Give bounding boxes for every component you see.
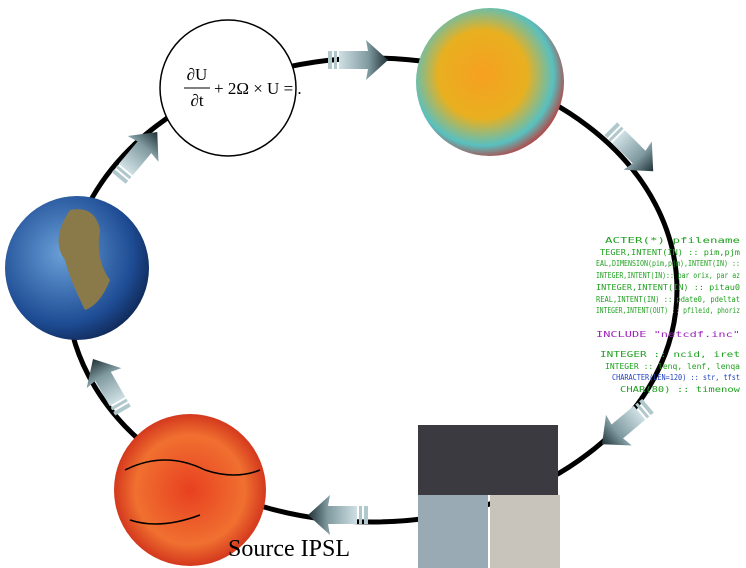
model-globe [416, 8, 564, 156]
storage-image [418, 495, 488, 568]
code-line: INTEGER,INTENT(OUT) :: pfileid, phoriz [596, 306, 740, 315]
coastline [124, 459, 261, 525]
arrow [103, 119, 173, 191]
result-globe [114, 414, 266, 566]
code-line: CHAR(80) :: timenow [620, 385, 741, 394]
equation-numerator: ∂U [187, 65, 208, 84]
equation-circle [159, 19, 297, 157]
continent [58, 209, 110, 310]
supercomputer-image [418, 425, 558, 495]
code-line: INTEGER,INTENT(IN):: par orix, par az [596, 271, 740, 280]
code-line: EAL,DIMENSION(pim,pjm),INTENT(IN) :: [596, 259, 740, 268]
code-line: TEGER,INTENT(IN) :: pim,pjm [600, 248, 741, 257]
arrow [328, 40, 388, 80]
code-line: INTEGER,INTENT(IN) :: pitau0 [596, 283, 741, 292]
arrow [589, 390, 661, 460]
arrow [308, 495, 368, 535]
code-line: REAL,INTENT(IN) :: pdate0, pdeltat [596, 295, 740, 304]
machine-room-image [490, 495, 560, 568]
code-line: INTEGER :: ncid, iret [600, 350, 740, 359]
code-line: ACTER(*) pfilename [605, 236, 741, 245]
arrow [596, 114, 668, 186]
code-line: INTEGER :: lenq, lenf, lenqa [605, 362, 740, 371]
source-caption: Source IPSL [228, 536, 350, 562]
code-line: INCLUDE "netcdf.inc" [596, 330, 740, 339]
equation-rest: + 2Ω × U = . [214, 79, 302, 98]
equation-denominator: ∂t [190, 91, 203, 110]
code-line: CHARACTER(LEN=120) :: str, tfst [612, 373, 740, 382]
